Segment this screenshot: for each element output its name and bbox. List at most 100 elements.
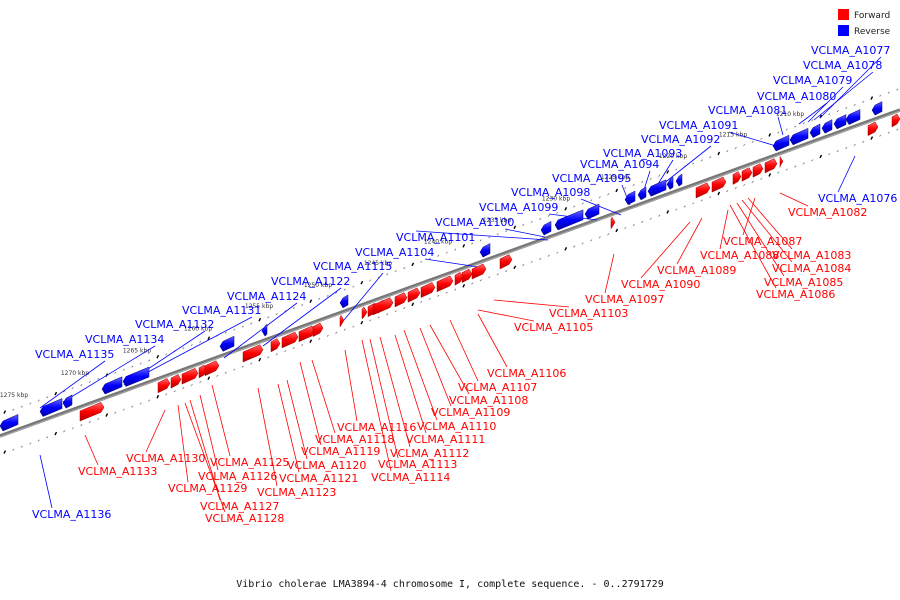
scale-dash-lower [173, 390, 176, 393]
gene-label: VCLMA_A1131 [182, 304, 261, 317]
leader-line [343, 272, 384, 321]
leader-line [747, 197, 793, 250]
tick-label: 1255 kbp [245, 303, 273, 310]
leader-line [419, 327, 452, 407]
scale-dash-lower [71, 427, 74, 430]
scale-dash-lower [139, 402, 142, 405]
scale-dash-lower [692, 202, 695, 205]
forward-gene [741, 167, 753, 182]
scale-dash-upper [879, 94, 882, 97]
scale-dash-upper [88, 380, 91, 384]
scale-dash-lower [530, 260, 533, 264]
scale-dash-lower [165, 393, 168, 396]
scale-dash-lower [462, 283, 466, 288]
scale-dash-upper [20, 405, 23, 408]
scale-dash-upper [632, 183, 635, 187]
scale-dash-upper [207, 336, 211, 340]
scale-dash-lower [12, 448, 15, 451]
scale-dash-lower [369, 319, 372, 322]
scale-dash-upper [437, 254, 440, 257]
scale-dash-lower [683, 205, 686, 208]
scale-dash-lower [411, 302, 415, 307]
gene-label: VCLMA_A1114 [371, 471, 450, 484]
scale-dash-lower [505, 270, 508, 273]
scale-dash-upper [139, 362, 142, 365]
forward-gene [454, 271, 464, 286]
scale-dash-lower [666, 210, 670, 214]
scale-dash-lower [20, 445, 23, 448]
scale-dash-lower [114, 411, 117, 414]
scale-dash-lower [794, 165, 797, 168]
scale-dash-lower [437, 294, 440, 297]
scale-dash-lower [131, 405, 134, 408]
scale-dash-upper [513, 225, 517, 230]
scale-dash-upper [224, 331, 227, 334]
gene-label: VCLMA_A1128 [205, 512, 284, 525]
scale-dash-upper [165, 353, 168, 356]
forward-gene [732, 171, 742, 185]
reverse-gene [39, 398, 63, 417]
gene-label: VCLMA_A1079 [773, 74, 852, 87]
scale-dash-upper [624, 186, 627, 190]
tick-label: 1215 kbp [719, 132, 747, 139]
scale-dash-upper [530, 220, 533, 224]
gene-label: VCLMA_A1082 [788, 206, 867, 219]
gene-label: VCLMA_A1135 [35, 348, 114, 361]
scale-dash-lower [216, 374, 219, 377]
scale-dash-lower [46, 436, 49, 439]
scale-dash-upper [377, 276, 380, 279]
scale-dash-upper [335, 291, 338, 294]
scale-dash-upper [233, 328, 236, 331]
forward-gene [407, 287, 421, 303]
scale-dash-lower [632, 223, 635, 227]
legend-forward-label: Forward [854, 11, 890, 21]
scale-dash-upper [275, 313, 278, 316]
scale-dash-lower [292, 347, 295, 350]
scale-dash-lower [547, 254, 550, 257]
gene-label: VCLMA_A1104 [355, 246, 434, 259]
leader-line [729, 204, 777, 289]
scale-dash-lower [360, 320, 364, 325]
legend-swatch-reverse [838, 25, 849, 36]
scale-dash-upper [250, 322, 253, 325]
scale-dash-upper [522, 223, 525, 227]
scale-dash-lower [301, 343, 304, 347]
scale-dash-upper [114, 371, 117, 374]
leader-line [779, 192, 809, 207]
leader-line [199, 394, 219, 471]
forward-gene [764, 158, 778, 174]
gene-label: VCLMA_A1124 [227, 290, 306, 303]
leader-line [813, 71, 874, 121]
scale-dash-lower [267, 356, 270, 359]
gene-label: VCLMA_A1127 [200, 500, 279, 513]
scale-dash-lower [29, 442, 32, 445]
leader-line [504, 228, 546, 238]
reverse-gene [647, 179, 667, 197]
leader-line [223, 302, 298, 359]
scale-dash-lower [675, 208, 678, 211]
scale-dash-upper [318, 297, 321, 300]
scale-dash-upper [190, 343, 193, 347]
scale-dash-lower [326, 334, 329, 337]
scale-dash-upper [845, 106, 848, 110]
scale-dash-lower [428, 297, 431, 300]
scale-dash-lower [3, 450, 7, 454]
gene-label: VCLMA_A1115 [313, 260, 392, 273]
gene-label: VCLMA_A1110 [417, 420, 496, 433]
scale-dash-lower [420, 300, 423, 304]
gene-label: VCLMA_A1078 [803, 59, 882, 72]
scale-dash-upper [403, 266, 406, 270]
genome-backbone [0, 108, 900, 438]
scale-dash-upper [828, 113, 831, 116]
forward-gene [695, 182, 711, 199]
leader-line [62, 345, 156, 403]
scale-dash-lower [641, 220, 644, 224]
reverse-gene [666, 176, 674, 190]
scale-dash-upper [692, 162, 695, 165]
scale-dash-upper [326, 294, 329, 297]
scale-dash-upper [649, 177, 652, 180]
leader-line [728, 131, 777, 147]
scale-dash-lower [513, 265, 517, 270]
scale-dash-lower [343, 328, 346, 331]
gene-label: VCLMA_A1080 [757, 90, 836, 103]
